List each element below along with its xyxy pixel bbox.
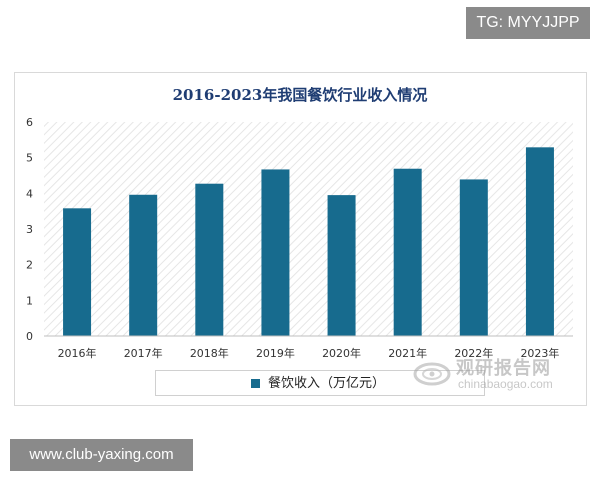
- site-url-badge: www.club-yaxing.com: [10, 439, 193, 471]
- bar-3: [195, 183, 224, 336]
- watermark-en-text: chinabaogao.com: [458, 377, 553, 391]
- bar-2: [129, 194, 158, 336]
- x-tick-label: 2017年: [124, 346, 163, 360]
- y-tick-label: 2: [26, 259, 33, 272]
- x-tick-label: 2019年: [256, 346, 295, 360]
- x-tick-label: 2020年: [322, 346, 361, 360]
- x-tick-label: 2023年: [520, 346, 559, 360]
- y-tick-label: 0: [26, 330, 33, 343]
- x-tick-label: 2022年: [454, 346, 493, 360]
- y-tick-label: 6: [26, 116, 33, 129]
- bar-6: [393, 168, 422, 336]
- watermark-cn-text: 观研报告网: [456, 358, 551, 379]
- x-tick-label: 2016年: [58, 346, 97, 360]
- bar-8: [525, 147, 554, 336]
- bar-1: [63, 208, 92, 336]
- y-axis-ticks: 0 1 2 3 4 5 6: [26, 116, 33, 343]
- chart-title: 2016-2023年我国餐饮行业收入情况: [173, 86, 428, 104]
- x-axis-ticks: 2016年 2017年 2018年 2019年 2020年 2021年 2022年 2023年: [58, 346, 560, 360]
- bar-7: [459, 179, 488, 336]
- watermark-logo-icon: [413, 362, 451, 386]
- y-tick-label: 1: [26, 294, 33, 307]
- top-tag-badge: TG: MYYJJPP: [466, 7, 590, 39]
- bar-5: [327, 195, 356, 336]
- watermark: 观研报告网 chinabaogao.com: [412, 354, 580, 394]
- plot-background: [44, 122, 573, 336]
- y-tick-label: 3: [26, 223, 33, 236]
- bars: [63, 147, 554, 336]
- legend-swatch: [251, 379, 260, 388]
- y-tick-label: 5: [26, 152, 33, 165]
- y-tick-label: 4: [26, 187, 33, 200]
- legend-label: 餐饮收入（万亿元）: [268, 376, 386, 391]
- bar-4: [261, 169, 290, 336]
- x-tick-label: 2021年: [388, 346, 427, 360]
- x-tick-label: 2018年: [190, 346, 229, 360]
